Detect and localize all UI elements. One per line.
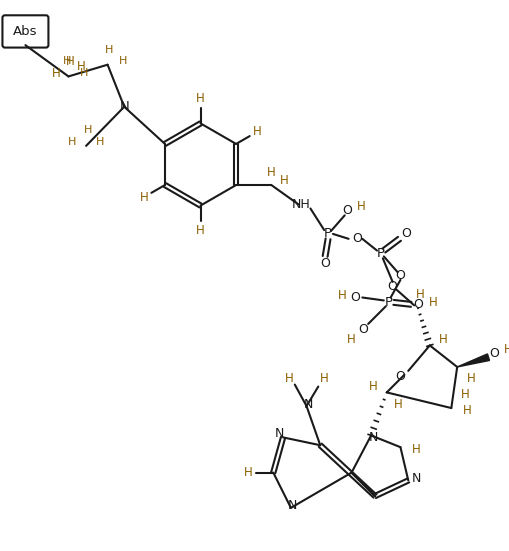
Text: H: H bbox=[461, 388, 469, 401]
Text: H: H bbox=[80, 68, 89, 78]
Text: N: N bbox=[274, 427, 284, 440]
Text: H: H bbox=[68, 137, 76, 147]
Text: H: H bbox=[52, 67, 61, 80]
Text: O: O bbox=[358, 323, 368, 336]
Text: H: H bbox=[105, 45, 114, 55]
Text: O: O bbox=[490, 347, 499, 360]
Text: O: O bbox=[388, 280, 398, 293]
Text: O: O bbox=[395, 370, 405, 383]
Text: H: H bbox=[63, 56, 72, 66]
Text: H: H bbox=[429, 296, 438, 309]
Text: H: H bbox=[412, 442, 420, 456]
Text: H: H bbox=[347, 333, 356, 346]
Text: O: O bbox=[351, 291, 360, 304]
Text: H: H bbox=[416, 288, 425, 301]
Text: O: O bbox=[413, 298, 423, 311]
Text: N: N bbox=[119, 100, 129, 114]
Text: O: O bbox=[320, 257, 330, 270]
Text: H: H bbox=[279, 174, 289, 187]
Text: O: O bbox=[395, 268, 405, 282]
Text: H: H bbox=[253, 125, 262, 138]
Text: N: N bbox=[369, 431, 378, 444]
Text: N: N bbox=[411, 472, 421, 485]
Text: H: H bbox=[139, 191, 148, 204]
Text: H: H bbox=[439, 333, 448, 346]
Text: H: H bbox=[504, 343, 509, 356]
Text: H: H bbox=[96, 137, 104, 147]
Text: H: H bbox=[243, 466, 252, 479]
Text: H: H bbox=[337, 289, 346, 302]
Text: H: H bbox=[357, 200, 365, 213]
Text: O: O bbox=[402, 228, 411, 240]
Text: P: P bbox=[377, 247, 385, 260]
Text: N: N bbox=[304, 398, 313, 410]
Text: H: H bbox=[267, 166, 276, 179]
Text: H: H bbox=[84, 125, 92, 135]
Text: Abs: Abs bbox=[13, 25, 38, 38]
Text: H: H bbox=[196, 93, 205, 105]
Text: P: P bbox=[324, 228, 332, 240]
Text: H: H bbox=[66, 55, 75, 68]
Text: H: H bbox=[394, 398, 403, 410]
Text: H: H bbox=[463, 403, 471, 417]
Text: H: H bbox=[369, 380, 378, 393]
Text: NH: NH bbox=[291, 198, 310, 211]
Text: H: H bbox=[320, 372, 328, 385]
Text: H: H bbox=[467, 372, 475, 385]
Text: H: H bbox=[196, 224, 205, 236]
FancyBboxPatch shape bbox=[3, 15, 48, 47]
Text: H: H bbox=[119, 56, 127, 66]
Polygon shape bbox=[457, 354, 490, 367]
Text: N: N bbox=[288, 499, 298, 512]
Text: H: H bbox=[285, 372, 293, 385]
Text: H: H bbox=[77, 60, 86, 73]
Text: O: O bbox=[343, 204, 353, 217]
Text: P: P bbox=[385, 296, 393, 309]
Text: O: O bbox=[352, 233, 362, 245]
